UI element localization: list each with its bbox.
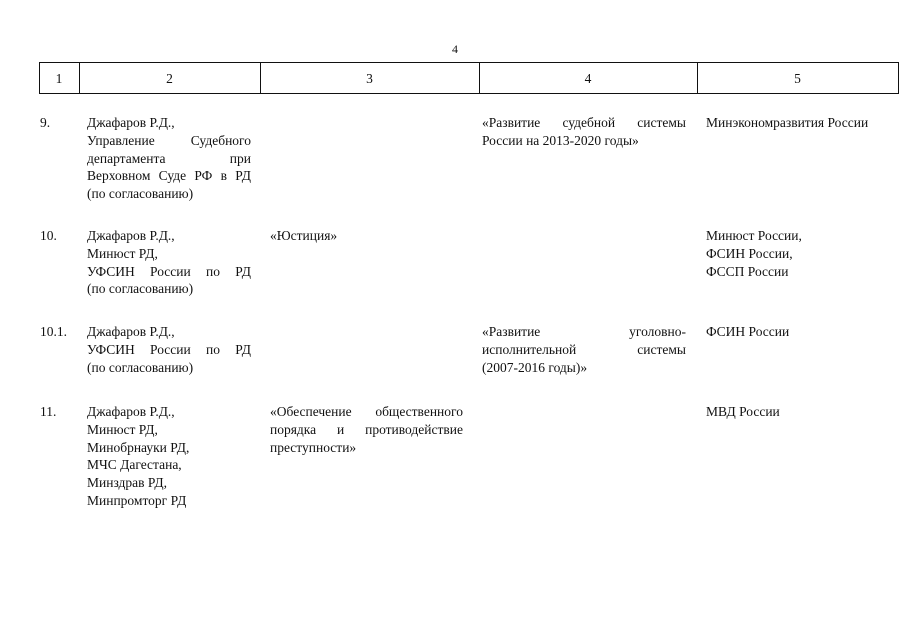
executors-cell: Джафаров Р.Д., Минюст РД, Минобрнауки РД…: [87, 403, 189, 510]
executor-line: (по согласованию): [87, 281, 194, 297]
program-line: «Обеспечение общественного: [270, 404, 463, 419]
program-cell: «Юстиция»: [270, 227, 337, 245]
program-line: порядка и противодействие: [270, 421, 463, 437]
row-number: 11.: [40, 404, 57, 419]
ministry-cell: ФСИН России: [706, 323, 789, 341]
ministry-cell: Минэкономразвития России: [706, 114, 868, 132]
executor-line: Джафаров Р.Д.,: [87, 228, 175, 243]
executors-cell: Джафаров Р.Д., Минюст РД, УФСИН России п…: [87, 227, 251, 298]
column-header-4: 4: [584, 71, 592, 86]
executor-line: (по согласованию): [87, 186, 194, 202]
program-line: преступности»: [270, 439, 357, 455]
executor-line: Минпромторг РД: [87, 492, 187, 508]
executors-cell: Джафаров Р.Д., Управление Судебного депа…: [87, 114, 251, 203]
row-number: 10.: [40, 228, 57, 243]
table-header: 1 2 3 4 5: [39, 62, 899, 94]
federal-program-line: (2007-2016 годы)»: [482, 359, 588, 375]
executor-line: Управление Судебного: [87, 132, 251, 148]
row-number: 9.: [40, 115, 51, 130]
column-header-3: 3: [366, 71, 373, 86]
federal-program-line: России на 2013-2020 годы»: [482, 132, 639, 148]
federal-program-cell: «Развитие уголовно- исполнительной систе…: [482, 323, 686, 376]
ministry-line: Минюст России,: [706, 228, 802, 243]
executor-line: Минздрав РД,: [87, 475, 167, 491]
ministry-cell: МВД России: [706, 403, 780, 421]
executors-cell: Джафаров Р.Д., УФСИН России по РД (по со…: [87, 323, 251, 376]
executor-line: департамента при: [87, 150, 251, 166]
executor-line: Минюст РД,: [87, 421, 158, 437]
federal-program-cell: «Развитие судебной системы России на 201…: [482, 114, 686, 150]
ministry-cell: Минюст России, ФСИН России, ФССП России: [706, 227, 802, 280]
column-header-2: 2: [166, 71, 173, 86]
executor-line: Минобрнауки РД,: [87, 439, 190, 455]
federal-program-line: исполнительной системы: [482, 341, 686, 357]
executor-line: Джафаров Р.Д.,: [87, 324, 175, 339]
executor-line: Минюст РД,: [87, 245, 158, 261]
column-header-1: 1: [55, 71, 63, 86]
ministry-line: ФСИН России,: [706, 245, 793, 261]
executor-line: Джафаров Р.Д.,: [87, 115, 175, 130]
federal-program-line: «Развитие судебной системы: [482, 115, 686, 130]
column-header-5: 5: [794, 71, 801, 86]
page-number: 4: [452, 42, 458, 56]
program-cell: «Обеспечение общественного порядка и про…: [270, 403, 463, 456]
ministry-line: Минэкономразвития России: [706, 115, 869, 130]
program-line: «Юстиция»: [270, 228, 338, 243]
executor-line: УФСИН России по РД: [87, 341, 251, 357]
executor-line: УФСИН России по РД: [87, 263, 251, 279]
row-number: 10.1.: [40, 324, 67, 339]
federal-program-line: «Развитие уголовно-: [482, 324, 686, 339]
executor-line: Верховном Суде РФ в РД: [87, 168, 251, 184]
executor-line: Джафаров Р.Д.,: [87, 404, 175, 419]
executor-line: (по согласованию): [87, 359, 194, 375]
executor-line: МЧС Дагестана,: [87, 457, 182, 473]
ministry-line: МВД России: [706, 404, 780, 419]
ministry-line: ФСИН России: [706, 324, 790, 339]
ministry-line: ФССП России: [706, 263, 789, 279]
